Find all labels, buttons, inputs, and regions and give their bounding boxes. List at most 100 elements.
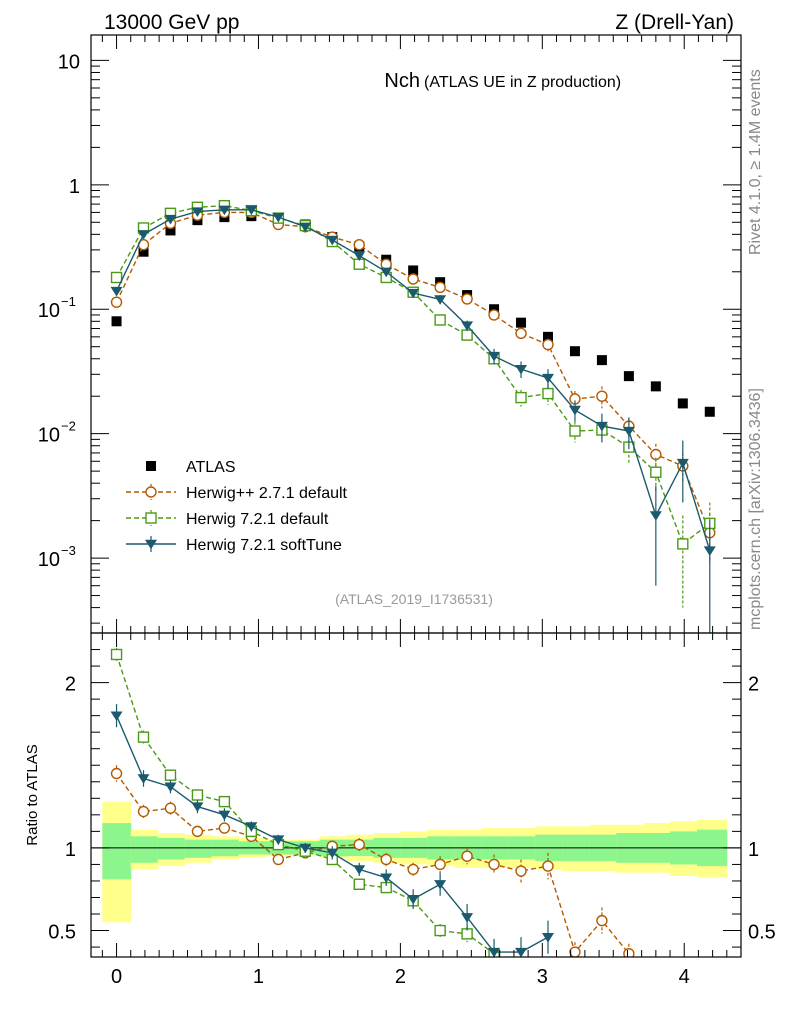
legend-marker <box>145 539 157 550</box>
data-point <box>407 273 419 285</box>
y-tick-label: 10 <box>58 51 80 73</box>
data-point <box>380 267 393 278</box>
data-point <box>218 205 231 216</box>
ratio-series-2 <box>110 704 554 957</box>
rivet-label: Rivet 4.1.0, ≥ 1.4M events <box>747 69 764 255</box>
header-left: 13000 GeV pp <box>104 11 239 34</box>
data-point <box>110 296 123 308</box>
legend-entry: ATLAS <box>146 459 236 476</box>
ratio-point <box>596 914 608 927</box>
ratio-point <box>515 947 528 957</box>
data-point <box>461 329 473 341</box>
ratio-y-tick-label: 2 <box>65 674 76 696</box>
data-point <box>596 355 607 366</box>
band-inner-bin <box>102 823 132 880</box>
legend-entry: Herwig++ 2.7.1 default <box>126 484 348 502</box>
data-point <box>191 207 204 217</box>
ratio-point <box>434 924 446 937</box>
ratio-point <box>569 946 581 957</box>
ratio-point <box>164 802 177 814</box>
y-tick-label: 10 <box>38 549 60 571</box>
y-tick-exponent: −2 <box>61 419 76 434</box>
data-point <box>110 271 123 284</box>
ratio-point <box>434 880 447 890</box>
data-point <box>595 421 608 432</box>
analysis-label: (ATLAS_2019_I1736531) <box>335 591 493 607</box>
plot-subtitle: (ATLAS UE in Z production) <box>424 74 621 91</box>
ratio-point <box>218 810 231 821</box>
ratio-point <box>245 822 258 832</box>
data-point <box>649 511 662 521</box>
data-point <box>703 546 716 556</box>
ratio-point <box>191 825 204 838</box>
series-3 <box>110 205 716 633</box>
ratio-point <box>380 853 392 866</box>
ratio-point <box>488 947 501 957</box>
data-point <box>704 406 715 417</box>
ratio-y-tick-label-right: 1 <box>748 839 759 861</box>
data-point <box>622 426 635 437</box>
ratio-y-tick-label-right: 2 <box>748 674 759 696</box>
data-point <box>677 538 689 550</box>
data-point <box>569 346 580 357</box>
data-point <box>569 425 581 437</box>
legend-marker <box>146 461 156 471</box>
ratio-panel: 0 1 2 3 4 0.5 0.5 1 1 2 2 <box>48 632 776 988</box>
legend-entry: Herwig 7.2.1 default <box>126 510 329 528</box>
data-point <box>650 466 662 478</box>
ratio-point <box>353 878 365 890</box>
data-point <box>137 230 150 240</box>
ratio-point <box>164 782 177 793</box>
data-point <box>353 239 365 251</box>
data-point <box>164 214 177 225</box>
ratio-point <box>380 873 393 884</box>
legend-label: Herwig++ 2.7.1 default <box>186 485 348 502</box>
ratio-point <box>137 731 150 743</box>
mcplots-label: mcplots.cern.ch [arXiv:1306.3436] <box>747 388 764 630</box>
ratio-point <box>326 848 339 859</box>
series-line <box>115 211 711 533</box>
data-point <box>138 246 149 257</box>
y-tick-exponent: −3 <box>61 543 76 558</box>
data-point <box>542 338 554 351</box>
data-point <box>650 381 661 392</box>
data-point <box>165 225 176 236</box>
data-point <box>434 295 447 305</box>
ratio-point <box>353 865 366 875</box>
data-point <box>408 265 419 276</box>
data-point <box>461 321 474 331</box>
ratio-point <box>218 795 231 808</box>
ratio-y-tick-label: 1 <box>65 839 76 861</box>
ratio-series-group <box>110 647 635 957</box>
data-point <box>677 398 688 409</box>
ratio-point <box>515 865 527 877</box>
data-point <box>623 371 634 382</box>
ratio-point <box>623 947 635 957</box>
data-point <box>245 205 258 216</box>
data-point <box>516 317 527 328</box>
ratio-point <box>541 932 554 943</box>
data-point <box>541 373 554 384</box>
ratio-point <box>461 850 473 862</box>
legend-label: Herwig 7.2.1 softTune <box>186 537 342 554</box>
ratio-frame <box>90 632 742 958</box>
data-point <box>515 364 528 375</box>
legend-label: Herwig 7.2.1 default <box>186 511 329 528</box>
data-point <box>353 251 366 261</box>
x-tick-label: 2 <box>395 966 406 988</box>
data-point <box>542 387 554 400</box>
data-point <box>434 281 446 294</box>
main-series-group <box>110 199 716 633</box>
ratio-point <box>164 769 177 781</box>
plot-title: Nch <box>384 70 420 92</box>
ratio-y-tick-label: 0.5 <box>48 922 76 944</box>
data-point <box>515 391 527 404</box>
ratio-point <box>407 863 419 876</box>
ratio-point <box>488 858 500 871</box>
ratio-y-label: Ratio to ATLAS <box>24 744 41 845</box>
band-inner-bin <box>157 837 186 860</box>
ratio-point <box>272 853 285 866</box>
ratio-point <box>461 913 474 923</box>
